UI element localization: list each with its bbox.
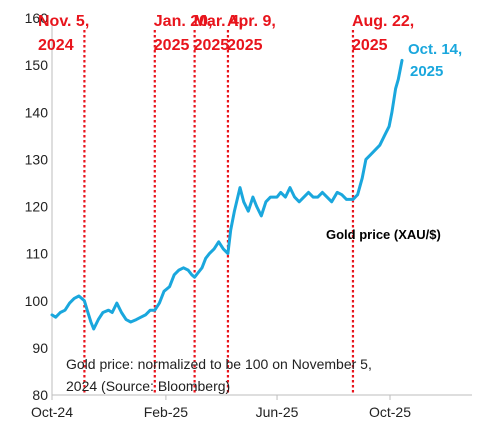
event-label-line2: 2025 bbox=[227, 37, 263, 54]
y-tick-label: 80 bbox=[32, 387, 48, 403]
series-label: Gold price (XAU/$) bbox=[326, 227, 441, 242]
y-tick-label: 140 bbox=[25, 104, 49, 120]
event-label-line2: 2025 bbox=[352, 37, 388, 54]
note-line2: 2024 (Source: Bloomberg) bbox=[66, 378, 230, 394]
event-label-line1: Mar. 4, bbox=[194, 13, 244, 30]
x-tick-label: Feb-25 bbox=[144, 404, 189, 420]
x-tick-label: Oct-24 bbox=[31, 404, 73, 420]
y-tick-label: 110 bbox=[26, 246, 49, 262]
series-group bbox=[50, 58, 404, 331]
event-label-line1: Apr. 9, bbox=[227, 13, 276, 30]
end-label-line1: Oct. 14, bbox=[408, 41, 462, 58]
axes: 80 90 100 110 120 130 140 150 160 Oct-24 Feb-25 Jun… bbox=[25, 10, 472, 420]
x-tick-label: Jun-25 bbox=[256, 404, 299, 420]
event-label-line2: 2025 bbox=[194, 37, 230, 54]
y-tick-label: 160 bbox=[25, 10, 49, 26]
series-line bbox=[50, 58, 404, 331]
event-label-line1: Jan. 20, bbox=[154, 13, 213, 30]
chart-labels: Gold price (XAU/$) Oct. 14, 2025 Gold pr… bbox=[66, 41, 462, 394]
event-label-line2: 2024 bbox=[38, 37, 74, 54]
note-line1: Gold price: normalized to be 100 on Nove… bbox=[66, 356, 372, 372]
end-label-line2: 2025 bbox=[410, 63, 443, 80]
y-tick-label: 120 bbox=[25, 199, 49, 215]
y-tick-label: 90 bbox=[32, 340, 48, 356]
event-label-line2: 2025 bbox=[154, 37, 190, 54]
event-label-line1: Nov. 5, bbox=[38, 13, 89, 30]
y-tick-label: 100 bbox=[25, 293, 49, 309]
event-label-line1: Aug. 22, bbox=[352, 13, 414, 30]
x-tick-label: Oct-25 bbox=[369, 404, 411, 420]
y-tick-label: 150 bbox=[25, 57, 49, 73]
y-tick-label: 130 bbox=[25, 151, 49, 167]
